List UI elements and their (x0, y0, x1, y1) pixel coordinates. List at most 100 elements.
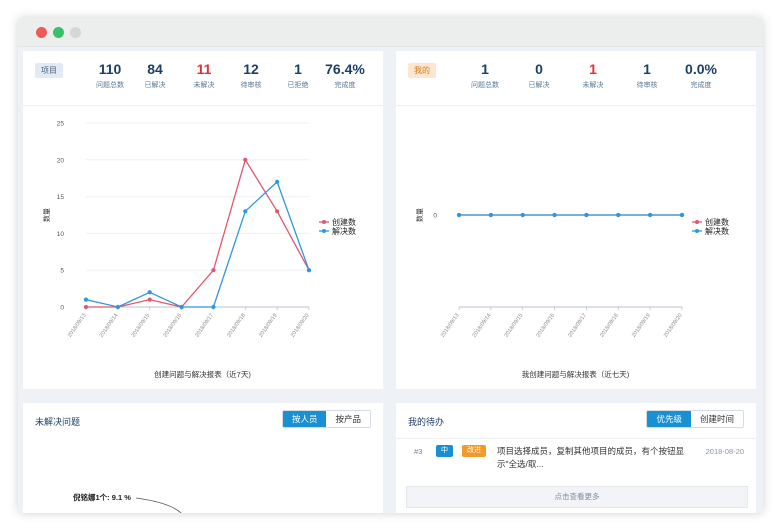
stat-label: 已解决 (144, 82, 166, 89)
stat-label: 完成度 (690, 82, 712, 89)
tab-priority[interactable]: 优先级 (647, 411, 691, 427)
stat-label: 已拒绝 (287, 82, 309, 89)
stat-rejected: 1 已拒绝 (268, 61, 328, 90)
stat-pending-review: 12 待审核 (221, 61, 281, 90)
data-point (83, 304, 89, 310)
my-tag: 我的 (408, 63, 436, 78)
y-tick-label: 15 (57, 194, 65, 201)
data-point (243, 157, 248, 162)
x-tick-label: 2018/09/13 (67, 313, 88, 339)
y-axis-label: 数量 (42, 208, 51, 222)
data-point (456, 212, 462, 218)
todo-id: #3 (414, 447, 423, 456)
todo-date: 2018-08-20 (705, 447, 744, 456)
stat-value: 1 (294, 61, 302, 77)
stat-value: 1 (589, 61, 597, 77)
x-tick-label: 2018/09/19 (258, 313, 279, 339)
stat-value: 0.0% (685, 61, 717, 77)
x-tick-label: 2018/09/14 (472, 313, 493, 339)
data-point (275, 209, 280, 214)
legend-label: 创建数 (332, 217, 356, 227)
y-axis-label: 数量 (415, 208, 424, 222)
stat-label: 问题总数 (471, 82, 499, 89)
todo-text[interactable]: 项目选择成员，复制其他项目的成员，有个按钮显示"全选/取... (497, 446, 685, 469)
project-tag: 项目 (35, 63, 63, 78)
series-line-resolved (85, 180, 310, 308)
my-stats-bar: 我的 1 问题总数 0 已解决 1 未解决 1 待审核 0.0% 完成度 (396, 51, 756, 106)
chart-title: 我创建问题与解决报表（近七天) (522, 369, 630, 379)
stat-label: 已解决 (528, 82, 550, 89)
y-tick-label: 0 (60, 305, 64, 312)
stat-completion: 76.4% 完成度 (315, 61, 375, 90)
y-tick-label: 25 (57, 121, 65, 128)
legend-label: 解决数 (332, 226, 356, 236)
data-point (616, 212, 621, 218)
group-by-toggle: 按人员 按产品 (281, 410, 371, 428)
stat-completion: 0.0% 完成度 (671, 61, 731, 90)
stat-unresolved: 1 未解决 (563, 61, 623, 90)
stat-value: 84 (147, 61, 163, 77)
stat-total: 1 问题总数 (455, 61, 515, 90)
maximize-window-button[interactable] (53, 27, 64, 38)
chart-grid (459, 214, 682, 308)
stat-value: 110 (98, 61, 122, 77)
x-tick-label: 2018/09/14 (99, 313, 120, 339)
close-window-button[interactable] (36, 27, 47, 38)
stat-label: 完成度 (334, 82, 356, 89)
tab-by-product[interactable]: 按产品 (326, 411, 370, 427)
data-point (115, 304, 120, 310)
y-tick-label: 10 (57, 231, 65, 238)
x-tick-label: 2018/09/18 (226, 313, 247, 339)
data-point (306, 268, 312, 273)
x-tick-label: 2018/09/16 (536, 313, 557, 339)
legend-swatch-dot (695, 229, 699, 233)
tab-created-time[interactable]: 创建时间 (690, 411, 743, 427)
project-stats-bar: 项目 110 问题总数 84 已解决 11 未解决 12 待审核 1 已拒绝 (23, 51, 383, 106)
data-point (520, 212, 525, 218)
y-tick-label: 5 (60, 268, 64, 275)
data-point (584, 212, 589, 218)
legend-label: 解决数 (705, 226, 729, 236)
my-line-chart: 0 2018/09/13 2018/09/14 2018/09/15 2018/09/1… (415, 208, 729, 379)
sort-toggle: 优先级 创建时间 (646, 410, 744, 428)
stat-label: 待审核 (240, 82, 262, 89)
todo-item[interactable]: #3 中 改进 项目选择成员，复制其他项目的成员，有个按钮显示"全选/取... … (396, 438, 756, 479)
data-point (147, 297, 152, 302)
x-tick-label: 2018/09/15 (131, 313, 152, 339)
pie-slice-label: 倪铭娜1个: 9.1 % (73, 493, 131, 502)
data-point (211, 268, 216, 273)
app-window: 项目 110 问题总数 84 已解决 11 未解决 12 待审核 1 已拒绝 (18, 18, 763, 513)
data-point (211, 304, 216, 310)
y-tick-label: 0 (433, 213, 437, 220)
stat-label: 未解决 (582, 82, 604, 89)
stat-label: 待审核 (636, 82, 658, 89)
x-tick-label: 2018/09/15 (504, 313, 525, 339)
x-tick-label: 2018/09/17 (567, 313, 588, 339)
x-tick-label: 2018/09/18 (599, 313, 620, 339)
type-badge: 改进 (462, 445, 486, 457)
stat-value: 76.4% (325, 61, 365, 77)
x-tick-label: 2018/09/13 (440, 313, 461, 339)
panel-title: 我的待办 (408, 417, 445, 427)
x-tick-label: 2018/09/17 (194, 313, 215, 339)
minimize-window-button[interactable] (70, 27, 81, 38)
data-point (179, 304, 184, 310)
data-point (648, 212, 653, 218)
load-more-button[interactable]: 点击查看更多 (406, 486, 748, 508)
panel-title: 未解决问题 (35, 417, 81, 427)
stat-label: 未解决 (193, 82, 215, 89)
data-point (488, 212, 493, 218)
stat-resolved: 0 已解决 (509, 61, 569, 90)
x-tick-label: 2018/09/19 (631, 313, 652, 339)
legend-swatch-dot (695, 220, 699, 224)
y-tick-label: 20 (57, 157, 65, 164)
stat-label: 问题总数 (96, 82, 124, 89)
my-report-panel: 我的 1 问题总数 0 已解决 1 未解决 1 待审核 0.0% 完成度 0 20… (396, 51, 756, 389)
legend-label: 创建数 (705, 217, 729, 227)
x-tick-label: 2018/09/20 (290, 313, 311, 339)
tab-by-person[interactable]: 按人员 (282, 411, 327, 427)
stat-value: 1 (481, 61, 489, 77)
project-line-chart: 0 5 10 15 20 25 2018/09/13 2018/09/14 2018/09/15… (42, 121, 356, 380)
legend-swatch-dot (322, 229, 326, 233)
stat-total: 110 问题总数 (80, 61, 140, 90)
